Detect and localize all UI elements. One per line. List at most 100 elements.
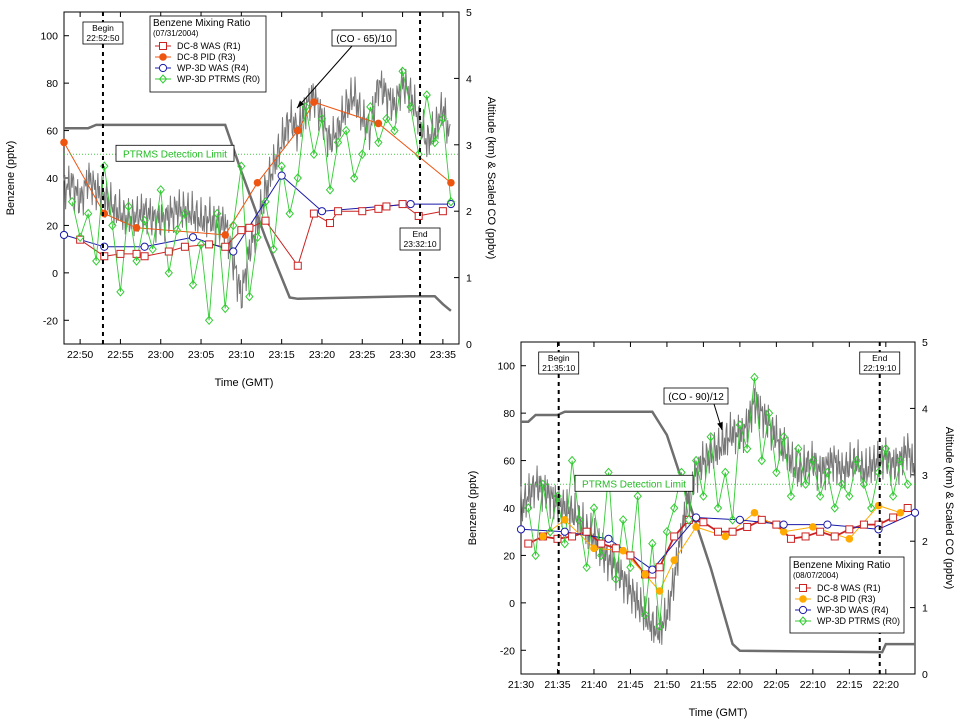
chart-1-dc-8-pid-r3-point xyxy=(132,224,141,232)
chart-2-wp-3d-ptrms-r0-point xyxy=(874,467,883,478)
chart-2-dc-8-was-r1-point xyxy=(568,532,577,541)
chart-1-series-lines xyxy=(63,71,452,321)
chart-1-wp-3d-ptrms-r0-point xyxy=(325,185,335,195)
chart-1-wp-3d-ptrms-r0-point xyxy=(261,196,270,207)
chart-1-dc-8-was-r1-line xyxy=(79,203,443,267)
chart-2-dc-8-was-r1-point xyxy=(743,522,752,531)
chart-1-dc-8-was-r1-point xyxy=(76,235,85,244)
chart-2-x-tick-label: 21:30 xyxy=(508,679,534,691)
chart-2-wp-3d-ptrms-r0-point xyxy=(611,574,621,584)
chart-2-wp-3d-ptrms-r0-point xyxy=(618,515,628,525)
chart-2-wp-3d-ptrms-r0-point xyxy=(888,491,898,501)
chart-1-wp-3d-was-r4-point xyxy=(446,199,456,209)
chart-2-wp-3d-ptrms-r0-point xyxy=(823,467,832,478)
chart-1-wp-3d-ptrms-r0-point xyxy=(237,161,246,171)
chart-2-wp-3d-ptrms-r0-point xyxy=(662,526,672,537)
chart-2-co-trace xyxy=(520,388,915,645)
chart-2-legend-swatch-marker xyxy=(798,616,808,626)
chart-1-wp-3d-ptrms-r0-point xyxy=(124,201,133,212)
chart-2-wp-3d-ptrms-r0-point xyxy=(597,550,606,561)
chart-1-y-tick-label: 40 xyxy=(46,173,58,185)
chart-2-wp-3d-ptrms-r0-point xyxy=(903,479,912,490)
chart-2-y-tick-label: -20 xyxy=(500,645,515,657)
chart-2-dc-8-was-r1-point xyxy=(524,539,533,548)
chart-1-dc-8-was-r1-point xyxy=(140,252,149,261)
chart-1-wp-3d-ptrms-r0-point xyxy=(221,303,230,314)
chart-1-series-markers xyxy=(59,66,456,326)
chart-1-wp-3d-ptrms-r0-point xyxy=(84,208,93,219)
chart-1-wp-3d-ptrms-r0-point xyxy=(358,149,367,160)
chart-2-wp-3d-was-r4-point xyxy=(779,520,788,529)
chart-1-y2-axis-label: Altitude (km) & Scaled CO (ppbv) xyxy=(485,97,497,260)
chart-1-legend-entry-label: WP-3D WAS (R4) xyxy=(177,63,249,73)
chart-2-end-time: 22:19:10 xyxy=(863,363,896,373)
chart-1-wp-3d-ptrms-r0-point xyxy=(212,208,222,219)
chart-2-end-box-frame xyxy=(859,351,901,375)
chart-2-dc-8-was-r1-point xyxy=(801,532,810,541)
chart-1-wp-3d-ptrms-r0-point xyxy=(277,161,286,171)
chart-1-y-tick-label: 60 xyxy=(46,126,58,138)
chart-2-dc-8-pid-r3-point xyxy=(721,532,730,541)
chart-1-dc-8-was-r1-point xyxy=(237,226,246,235)
chart-1-wp-3d-ptrms-r0-point xyxy=(253,232,262,243)
chart-1-dc-8-was-r1-point xyxy=(414,211,423,220)
chart-1-dc-8-pid-r3-point xyxy=(374,119,383,128)
chart-2-wp-3d-ptrms-r0-point xyxy=(837,479,847,490)
chart-2-wp-3d-ptrms-r0-point xyxy=(757,455,766,466)
chart-2-dc-8-was-r1-point xyxy=(670,532,679,541)
chart-2-wp-3d-was-r4-point xyxy=(560,527,569,536)
chart-2-wp-3d-ptrms-r0-point xyxy=(575,515,584,525)
chart-2-dc-8-was-r1-point xyxy=(816,527,825,536)
chart-1-dc-8-was-r1-point xyxy=(261,216,270,225)
chart-2-dc-8-pid-r3-point xyxy=(896,508,905,517)
chart-1-wp-3d-ptrms-r0-point xyxy=(430,137,439,148)
chart-2-legend-swatch-marker xyxy=(799,595,807,603)
chart-2-y-tick-label: 0 xyxy=(509,598,515,610)
chart-2-dc-8-was-r1-point xyxy=(553,534,562,543)
chart-1-begin-box-frame xyxy=(82,21,124,45)
chart-2-dc-8-pid-r3-point xyxy=(619,546,627,555)
chart-1-wp-3d-ptrms-r0-point xyxy=(204,315,214,326)
chart-1-legend-subtitle: (07/31/2004) xyxy=(153,29,199,38)
chart-1-y-tick-label: 0 xyxy=(52,268,58,280)
chart-1-x-tick-label: 23:30 xyxy=(389,349,415,361)
chart-1-wp-3d-ptrms-r0-point xyxy=(140,215,149,226)
chart-2-legend-swatch-marker xyxy=(798,605,808,615)
chart-1-wp-3d-ptrms-r0-point xyxy=(333,137,343,148)
chart-1-wp-3d-ptrms-r0-point xyxy=(341,125,351,136)
chart-2-x-tick-label: 21:55 xyxy=(690,679,716,691)
chart-1-begin-label: Begin xyxy=(92,23,114,33)
chart-2-wp-3d-was-r4-point xyxy=(516,525,526,534)
chart-1-x-tick-label: 23:10 xyxy=(228,349,254,361)
chart-1-dc-8-was-r1-point xyxy=(116,249,125,258)
chart-2-wp-3d-ptrms-r0-point xyxy=(713,503,723,513)
chart-2-y2-tick-label: 3 xyxy=(922,470,928,482)
chart-1-y2-tick-label: 2 xyxy=(466,206,472,218)
chart-2-co-line xyxy=(520,388,915,645)
chart-2-detection-label: PTRMS Detection Limit xyxy=(582,479,686,490)
chart-1-wp-3d-ptrms-r0-point xyxy=(188,279,198,290)
chart-1-wp-3d-ptrms-r0-point xyxy=(350,173,359,183)
chart-1-wp-3d-ptrms-r0-point xyxy=(317,113,327,124)
chart-2-dc-8-was-r1-point xyxy=(684,515,693,524)
chart-2-wp-3d-ptrms-r0-point xyxy=(670,503,679,513)
chart-2-wp-3d-was-r4-point xyxy=(874,525,883,534)
chart-1-x-tick-label: 23:00 xyxy=(148,349,174,361)
chart-2-legend: Benzene Mixing Ratio (08/07/2004) DC-8 W… xyxy=(789,556,905,634)
chart-2-dc-8-was-r1-point xyxy=(757,515,766,524)
chart-1-wp-3d-was-r4-point xyxy=(406,199,415,209)
chart-2-dc-8-was-r1-point xyxy=(903,504,912,512)
chart-2-y-tick-label: 80 xyxy=(503,408,515,420)
chart-2-dc-8-was-r1-point xyxy=(772,520,781,529)
chart-2-wp-3d-was-r4-point xyxy=(823,520,832,529)
chart-2-wp-3d-ptrms-r0-point xyxy=(808,455,818,466)
chart-2-detection-label-box: PTRMS Detection Limit xyxy=(574,474,694,492)
chart-2-wp-3d-ptrms-r0-point xyxy=(896,455,905,466)
chart-2-wp-3d-ptrms-r0-point xyxy=(640,609,650,620)
chart-2-dc-8-pid-r3-point xyxy=(560,516,569,524)
chart-2-dc-8-was-r1-line xyxy=(527,507,909,576)
chart-2-wp-3d-ptrms-r0-point xyxy=(699,491,708,501)
